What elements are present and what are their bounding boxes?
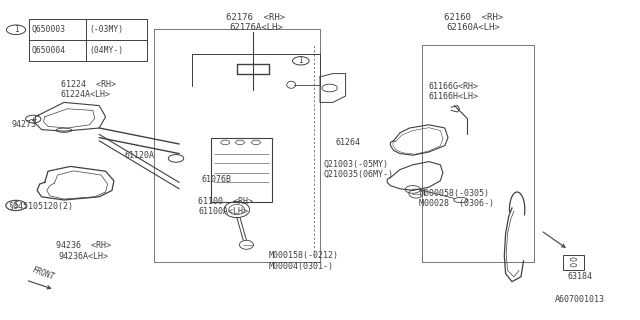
- Bar: [422, 45, 534, 262]
- Text: A607001013: A607001013: [555, 295, 605, 304]
- Text: 62176  <RH>
62176A<LH>: 62176 <RH> 62176A<LH>: [227, 13, 285, 32]
- Text: 1: 1: [298, 56, 303, 65]
- Text: 61264: 61264: [336, 138, 361, 147]
- Text: 63184: 63184: [567, 272, 593, 281]
- Text: 94273: 94273: [12, 120, 36, 129]
- Text: 61120A: 61120A: [125, 151, 155, 160]
- Bar: [211, 138, 272, 202]
- Text: (04MY-): (04MY-): [89, 46, 123, 55]
- Text: 61100  <RH>
61100A<LH>: 61100 <RH> 61100A<LH>: [198, 197, 253, 216]
- Text: Q21003(-05MY)
Q210035(06MY-): Q21003(-05MY) Q210035(06MY-): [323, 160, 393, 179]
- Text: FRONT: FRONT: [31, 266, 56, 282]
- Text: M000058(-0305)
M00028  (0306-): M000058(-0305) M00028 (0306-): [419, 189, 494, 208]
- Text: 1: 1: [13, 25, 19, 34]
- Bar: [563, 255, 584, 270]
- Text: 62160  <RH>
62160A<LH>: 62160 <RH> 62160A<LH>: [444, 13, 503, 32]
- Text: M000158(-0212)
M00004(0301-): M000158(-0212) M00004(0301-): [269, 251, 339, 270]
- Text: 94236  <RH>
94236A<LH>: 94236 <RH> 94236A<LH>: [56, 242, 111, 261]
- Text: 61224  <RH>
61224A<LH>: 61224 <RH> 61224A<LH>: [61, 80, 116, 99]
- Text: 61076B: 61076B: [202, 175, 232, 184]
- Text: §045105120(2): §045105120(2): [8, 202, 73, 211]
- Text: Q650004: Q650004: [31, 46, 65, 55]
- Text: 61166G<RH>
61166H<LH>: 61166G<RH> 61166H<LH>: [429, 82, 479, 101]
- Text: Q650003: Q650003: [31, 25, 65, 34]
- Bar: [154, 29, 320, 262]
- Text: S: S: [13, 201, 19, 210]
- Bar: [29, 19, 147, 61]
- Text: (-03MY): (-03MY): [89, 25, 123, 34]
